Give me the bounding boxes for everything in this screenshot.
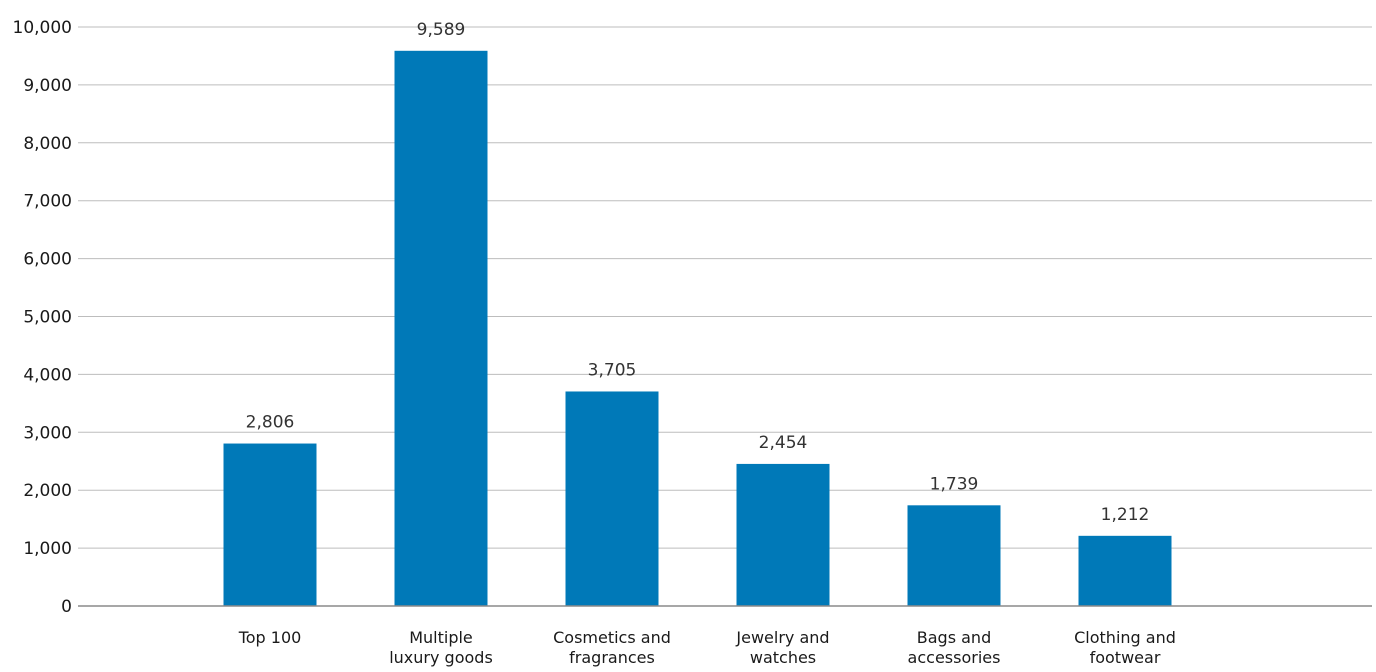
category-label-line: Top 100 — [238, 628, 302, 647]
category-label: Multiple luxury goods — [389, 628, 493, 667]
category-label: Cosmetics and fragrances — [553, 628, 671, 667]
bar — [907, 505, 1001, 606]
y-axis-tick-labels: 0 1,000 2,000 3,000 4,000 5,000 6,000 7,000 8,00… — [13, 18, 72, 617]
value-label: 9,589 — [417, 20, 466, 40]
value-label: 1,212 — [1101, 505, 1150, 525]
category-label-line: Jewelry and — [735, 628, 829, 647]
value-label: 1,739 — [930, 474, 979, 494]
category-label-line: luxury goods — [389, 648, 493, 667]
category-label-line: footwear — [1090, 648, 1161, 667]
y-tick-label: 0 — [61, 597, 72, 617]
bars — [223, 50, 1172, 607]
category-label-line: accessories — [908, 648, 1001, 667]
bar — [736, 463, 830, 606]
y-tick-label: 7,000 — [23, 192, 72, 212]
category-label-line: Clothing and — [1074, 628, 1176, 647]
value-label: 2,806 — [246, 413, 295, 433]
y-tick-label: 2,000 — [23, 481, 72, 501]
category-label: Top 100 — [238, 628, 302, 647]
category-label: Clothing and footwear — [1074, 628, 1176, 667]
y-tick-label: 10,000 — [13, 18, 72, 38]
bar — [394, 50, 488, 607]
y-tick-label: 1,000 — [23, 539, 72, 559]
bar — [565, 391, 659, 606]
category-label-line: watches — [750, 648, 816, 667]
y-tick-label: 5,000 — [23, 308, 72, 328]
bar — [1078, 535, 1172, 606]
x-axis-category-labels: Top 100 Multiple luxury goods Cosmetics and… — [238, 628, 1176, 667]
category-label-line: Cosmetics and — [553, 628, 671, 647]
category-label-line: Multiple — [409, 628, 473, 647]
category-label: Jewelry and watches — [735, 628, 829, 667]
value-labels: 2,806 9,589 3,705 2,454 1,739 1,212 — [246, 20, 1150, 525]
y-tick-label: 6,000 — [23, 250, 72, 270]
value-label: 2,454 — [759, 433, 808, 453]
y-tick-label: 4,000 — [23, 365, 72, 385]
y-tick-label: 8,000 — [23, 134, 72, 154]
value-label: 3,705 — [588, 360, 637, 380]
category-label-line: fragrances — [569, 648, 655, 667]
category-label-line: Bags and — [917, 628, 991, 647]
y-tick-label: 3,000 — [23, 423, 72, 443]
bar — [223, 443, 317, 606]
y-tick-label: 9,000 — [23, 76, 72, 96]
category-label: Bags and accessories — [908, 628, 1001, 667]
